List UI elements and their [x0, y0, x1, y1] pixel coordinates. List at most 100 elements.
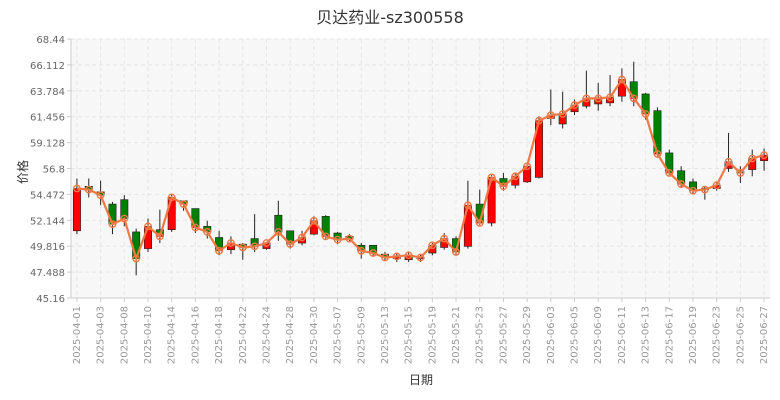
- close-price-marker: [535, 116, 543, 125]
- close-line-layer: [73, 75, 768, 263]
- close-price-marker: [475, 219, 484, 227]
- x-tick-label: 2025-05-29: [522, 306, 533, 364]
- y-tick-label: 61.456: [30, 113, 65, 124]
- x-tick-label: 2025-04-24: [261, 306, 272, 364]
- close-price-marker: [416, 253, 425, 262]
- close-price-marker: [523, 162, 532, 171]
- close-price-marker: [665, 169, 674, 177]
- close-price-marker: [653, 150, 662, 158]
- close-price-marker: [724, 157, 733, 166]
- x-tick-label: 2025-04-18: [214, 306, 225, 364]
- close-price-marker: [345, 234, 354, 243]
- close-price-marker: [108, 220, 117, 229]
- y-tick-label: 47.488: [30, 268, 65, 279]
- close-price-marker: [428, 241, 437, 250]
- x-tick-label: 2025-04-03: [96, 306, 107, 364]
- close-price-marker: [677, 180, 686, 188]
- x-tick-label: 2025-05-13: [380, 306, 391, 364]
- close-price-marker: [84, 185, 93, 194]
- x-tick-label: 2025-06-09: [593, 306, 604, 364]
- close-price-marker: [203, 228, 212, 236]
- x-tick-label: 2025-05-15: [404, 306, 415, 364]
- close-price-marker: [570, 101, 579, 109]
- close-price-marker: [452, 248, 460, 256]
- y-tick-label: 68.44: [36, 35, 65, 46]
- y-tick-label: 66.112: [30, 61, 65, 72]
- close-price-marker: [298, 233, 306, 242]
- x-tick-label: 2025-06-23: [712, 306, 723, 364]
- x-tick-label: 2025-04-01: [72, 306, 83, 364]
- close-price-marker: [309, 216, 318, 225]
- x-tick-label: 2025-06-25: [735, 306, 746, 364]
- x-tick-label: 2025-05-09: [356, 306, 367, 364]
- x-tick-label: 2025-04-22: [238, 306, 249, 364]
- close-price-marker: [333, 235, 342, 244]
- x-tick-label: 2025-04-16: [190, 306, 201, 364]
- close-price-marker: [440, 234, 449, 243]
- y-tick-label: 63.784: [30, 87, 65, 98]
- close-price-marker: [511, 172, 520, 181]
- close-price-marker: [546, 111, 555, 119]
- candle-body: [72, 188, 81, 232]
- close-price-marker: [250, 242, 259, 251]
- close-price-marker: [392, 252, 401, 261]
- close-price-marker: [167, 193, 176, 202]
- close-price-marker: [700, 185, 709, 194]
- x-tick-label: 2025-06-27: [759, 306, 770, 364]
- close-price-marker: [736, 169, 745, 177]
- close-price-marker: [381, 253, 389, 262]
- close-price-marker: [144, 222, 152, 231]
- close-price-marker: [274, 228, 283, 236]
- x-tick-label: 2025-06-03: [546, 306, 557, 364]
- y-axis-title: 价格: [15, 160, 30, 184]
- close-price-marker: [179, 200, 188, 209]
- x-tick-label: 2025-05-23: [475, 306, 486, 364]
- close-price-marker: [191, 223, 200, 232]
- close-price-marker: [558, 110, 567, 118]
- close-price-marker: [618, 75, 626, 84]
- x-tick-label: 2025-04-14: [167, 306, 178, 364]
- close-price-marker: [404, 251, 413, 260]
- close-price-marker: [357, 246, 366, 255]
- x-tick-label: 2025-04-30: [309, 306, 320, 364]
- y-tick-label: 56.8: [43, 165, 65, 176]
- close-price-marker: [689, 186, 697, 195]
- close-price-marker: [641, 110, 650, 118]
- close-price-marker: [321, 232, 330, 241]
- close-price-marker: [132, 254, 141, 263]
- close-price-marker: [238, 243, 247, 252]
- close-price-marker: [499, 182, 508, 191]
- close-price-marker: [215, 246, 223, 255]
- x-tick-label: 2025-04-28: [285, 306, 296, 364]
- close-price-marker: [369, 249, 378, 257]
- y-tick-label: 54.472: [30, 190, 65, 201]
- close-price-marker: [594, 94, 603, 103]
- close-price-marker: [463, 201, 472, 210]
- close-price-marker: [227, 239, 235, 247]
- x-tick-label: 2025-06-11: [617, 306, 628, 364]
- y-tick-label: 59.128: [30, 139, 65, 150]
- x-axis-title: 日期: [409, 373, 433, 387]
- x-tick-label: 2025-04-08: [119, 306, 130, 364]
- close-price-marker: [748, 154, 757, 163]
- chart-title: 贝达药业-sz300558: [316, 8, 464, 27]
- close-price-marker: [96, 191, 105, 200]
- x-tick-label: 2025-05-19: [427, 306, 438, 364]
- close-price-marker: [286, 240, 295, 249]
- axis-layer: 68.44 66.112 63.784 61.456 59.128 56.8 54.472 5…: [30, 35, 770, 364]
- close-price-marker: [73, 184, 81, 193]
- x-tick-label: 2025-05-27: [498, 306, 509, 364]
- x-tick-label: 2025-05-21: [451, 306, 462, 364]
- close-price-marker: [582, 94, 591, 103]
- x-tick-label: 2025-06-13: [641, 306, 652, 364]
- close-price-marker: [120, 214, 129, 223]
- close-price-marker: [487, 173, 496, 182]
- y-tick-label: 49.816: [30, 242, 65, 253]
- x-tick-label: 2025-06-19: [688, 306, 699, 364]
- y-tick-label: 52.144: [30, 216, 65, 227]
- close-price-line: [76, 77, 765, 263]
- x-tick-label: 2025-06-05: [570, 306, 581, 364]
- close-price-marker: [262, 239, 271, 247]
- y-tick-label: 45.16: [36, 294, 65, 305]
